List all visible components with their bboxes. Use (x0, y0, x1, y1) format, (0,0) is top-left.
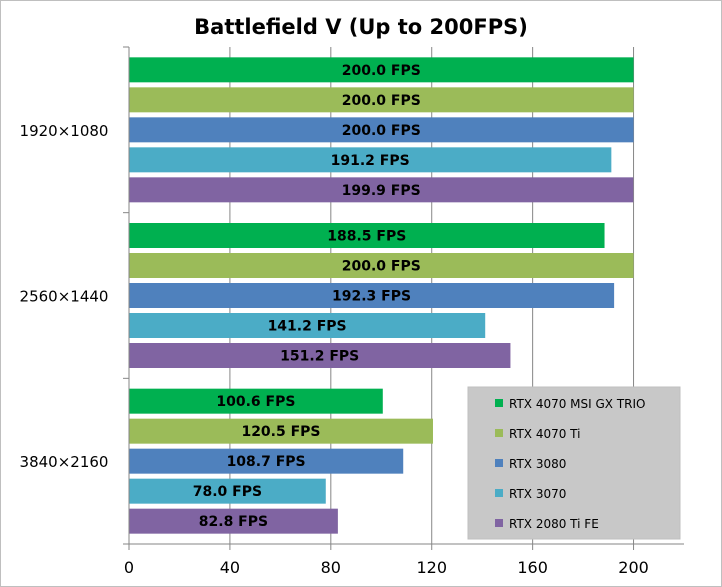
bar-2-4 (129, 313, 486, 338)
data-label-1-3: 200.0 FPS (342, 123, 421, 139)
x-tick-label-200: 200 (618, 558, 649, 577)
legend: RTX 4070 MSI GX TRIO RTX 4070 Ti RTX 3080 R… (467, 386, 681, 540)
data-labels: 200.0 FPS 200.0 FPS 200.0 FPS 191.2 FPS 199.… (193, 63, 421, 530)
x-tick-label-0: 0 (124, 558, 134, 577)
legend-swatch-1 (495, 399, 503, 407)
bar-3-4 (129, 478, 326, 504)
bar-2-2 (129, 253, 634, 278)
bar-3-2 (129, 418, 433, 444)
data-label-1-4: 191.2 FPS (331, 153, 410, 169)
data-label-1-2: 200.0 FPS (342, 93, 421, 109)
data-label-2-5: 151.2 FPS (280, 349, 359, 365)
legend-label-2: RTX 4070 Ti (509, 427, 580, 441)
bars (129, 57, 634, 534)
x-tick-label-80: 80 (321, 558, 341, 577)
data-label-3-3: 108.7 FPS (227, 454, 306, 470)
legend-label-1: RTX 4070 MSI GX TRIO (509, 397, 646, 411)
bar-1-2 (129, 87, 634, 113)
bar-1-3 (129, 117, 634, 143)
bar-1-5 (129, 177, 634, 203)
legend-swatch-2 (495, 429, 503, 437)
bar-2-1 (129, 223, 605, 248)
data-label-3-4: 78.0 FPS (193, 484, 262, 500)
legend-swatch-5 (495, 519, 503, 527)
chart-title: Battlefield V (Up to 200FPS) (194, 15, 528, 39)
data-label-2-2: 200.0 FPS (342, 259, 421, 275)
bar-2-3 (129, 283, 615, 308)
data-label-1-5: 199.9 FPS (342, 183, 421, 199)
category-label-2: 2560×1440 (20, 288, 109, 306)
data-label-3-1: 100.6 FPS (216, 394, 295, 410)
data-label-2-4: 141.2 FPS (268, 319, 347, 335)
legend-swatch-3 (495, 459, 503, 467)
category-label-3: 3840×2160 (20, 453, 109, 471)
bar-3-3 (129, 448, 404, 474)
legend-box (467, 386, 681, 540)
bar-3-1 (129, 388, 383, 414)
x-tick-label-160: 160 (517, 558, 548, 577)
legend-label-4: RTX 3070 (509, 487, 566, 501)
data-label-2-3: 192.3 FPS (332, 289, 411, 305)
x-tick-label-40: 40 (220, 558, 240, 577)
bar-2-5 (129, 343, 511, 368)
bar-3-5 (129, 508, 338, 534)
legend-label-3: RTX 3080 (509, 457, 566, 471)
data-label-3-5: 82.8 FPS (199, 514, 268, 530)
bar-1-4 (129, 147, 612, 173)
axes: 1920×1080 2560×1440 3840×2160 0 40 80 120 160 20… (20, 46, 684, 577)
legend-label-5: RTX 2080 Ti FE (509, 517, 599, 531)
category-label-1: 1920×1080 (20, 122, 109, 140)
data-label-2-1: 188.5 FPS (327, 229, 406, 245)
data-label-3-2: 120.5 FPS (241, 424, 320, 440)
x-tick-label-120: 120 (416, 558, 447, 577)
data-label-1-1: 200.0 FPS (342, 63, 421, 79)
legend-swatch-4 (495, 489, 503, 497)
bar-1-1 (129, 57, 634, 83)
